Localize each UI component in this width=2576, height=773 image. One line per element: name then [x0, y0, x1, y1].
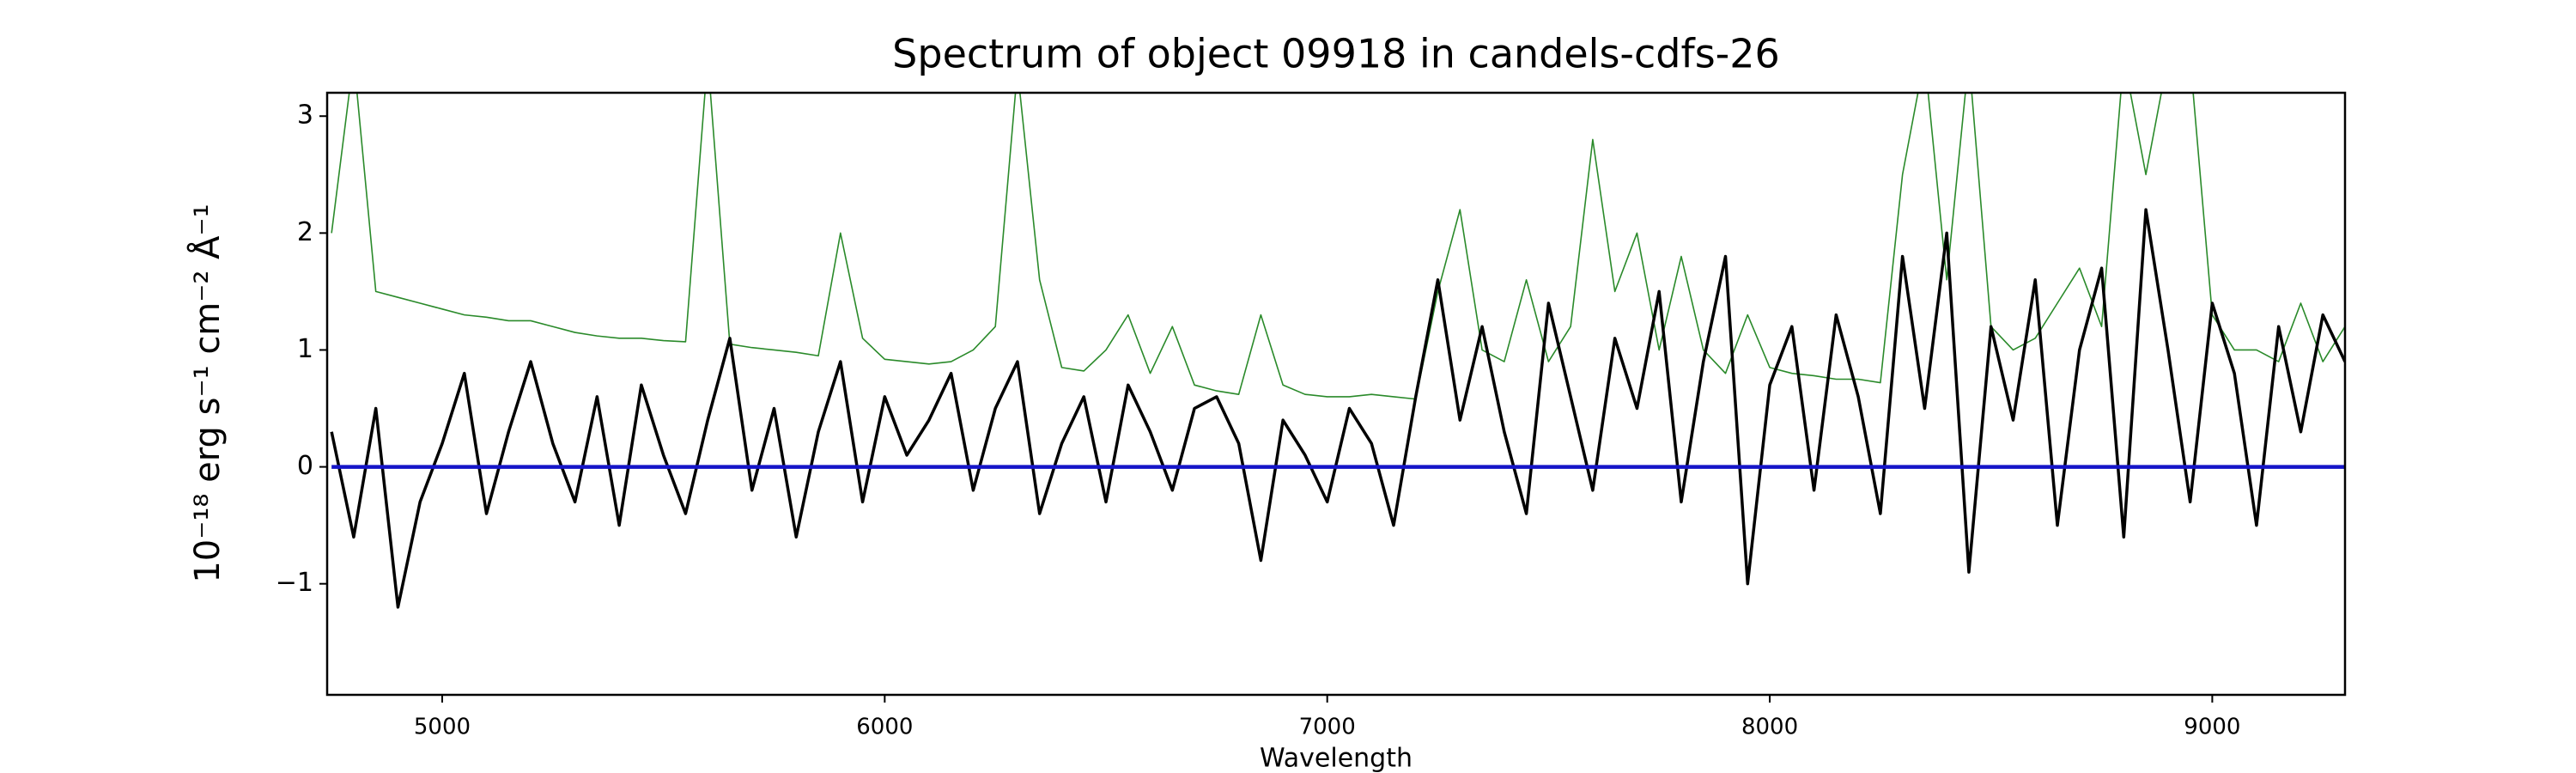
plot-frame	[325, 91, 2347, 697]
x-tick-label: 9000	[2184, 715, 2240, 740]
x-tick-label: 6000	[856, 715, 913, 740]
x-tick-label: 8000	[1741, 715, 1798, 740]
series-line	[331, 93, 2345, 400]
plot-lines	[330, 93, 2345, 609]
chart-title: Spectrum of object 09918 in candels-cdfs…	[892, 31, 1780, 77]
y-tick-label: 0	[297, 451, 313, 481]
series-line	[330, 208, 2345, 609]
x-tick-label: 5000	[414, 715, 471, 740]
x-tick-label: 7000	[1299, 715, 1356, 740]
y-tick-label: −1	[276, 568, 313, 598]
y-tick-label: 1	[297, 334, 313, 364]
y-tick-label: 2	[297, 217, 313, 247]
y-axis-label: 10⁻¹⁸ erg s⁻¹ cm⁻² Å⁻¹	[186, 204, 228, 582]
x-axis-label: Wavelength	[1260, 744, 1413, 773]
y-tick-label: 3	[297, 100, 313, 131]
